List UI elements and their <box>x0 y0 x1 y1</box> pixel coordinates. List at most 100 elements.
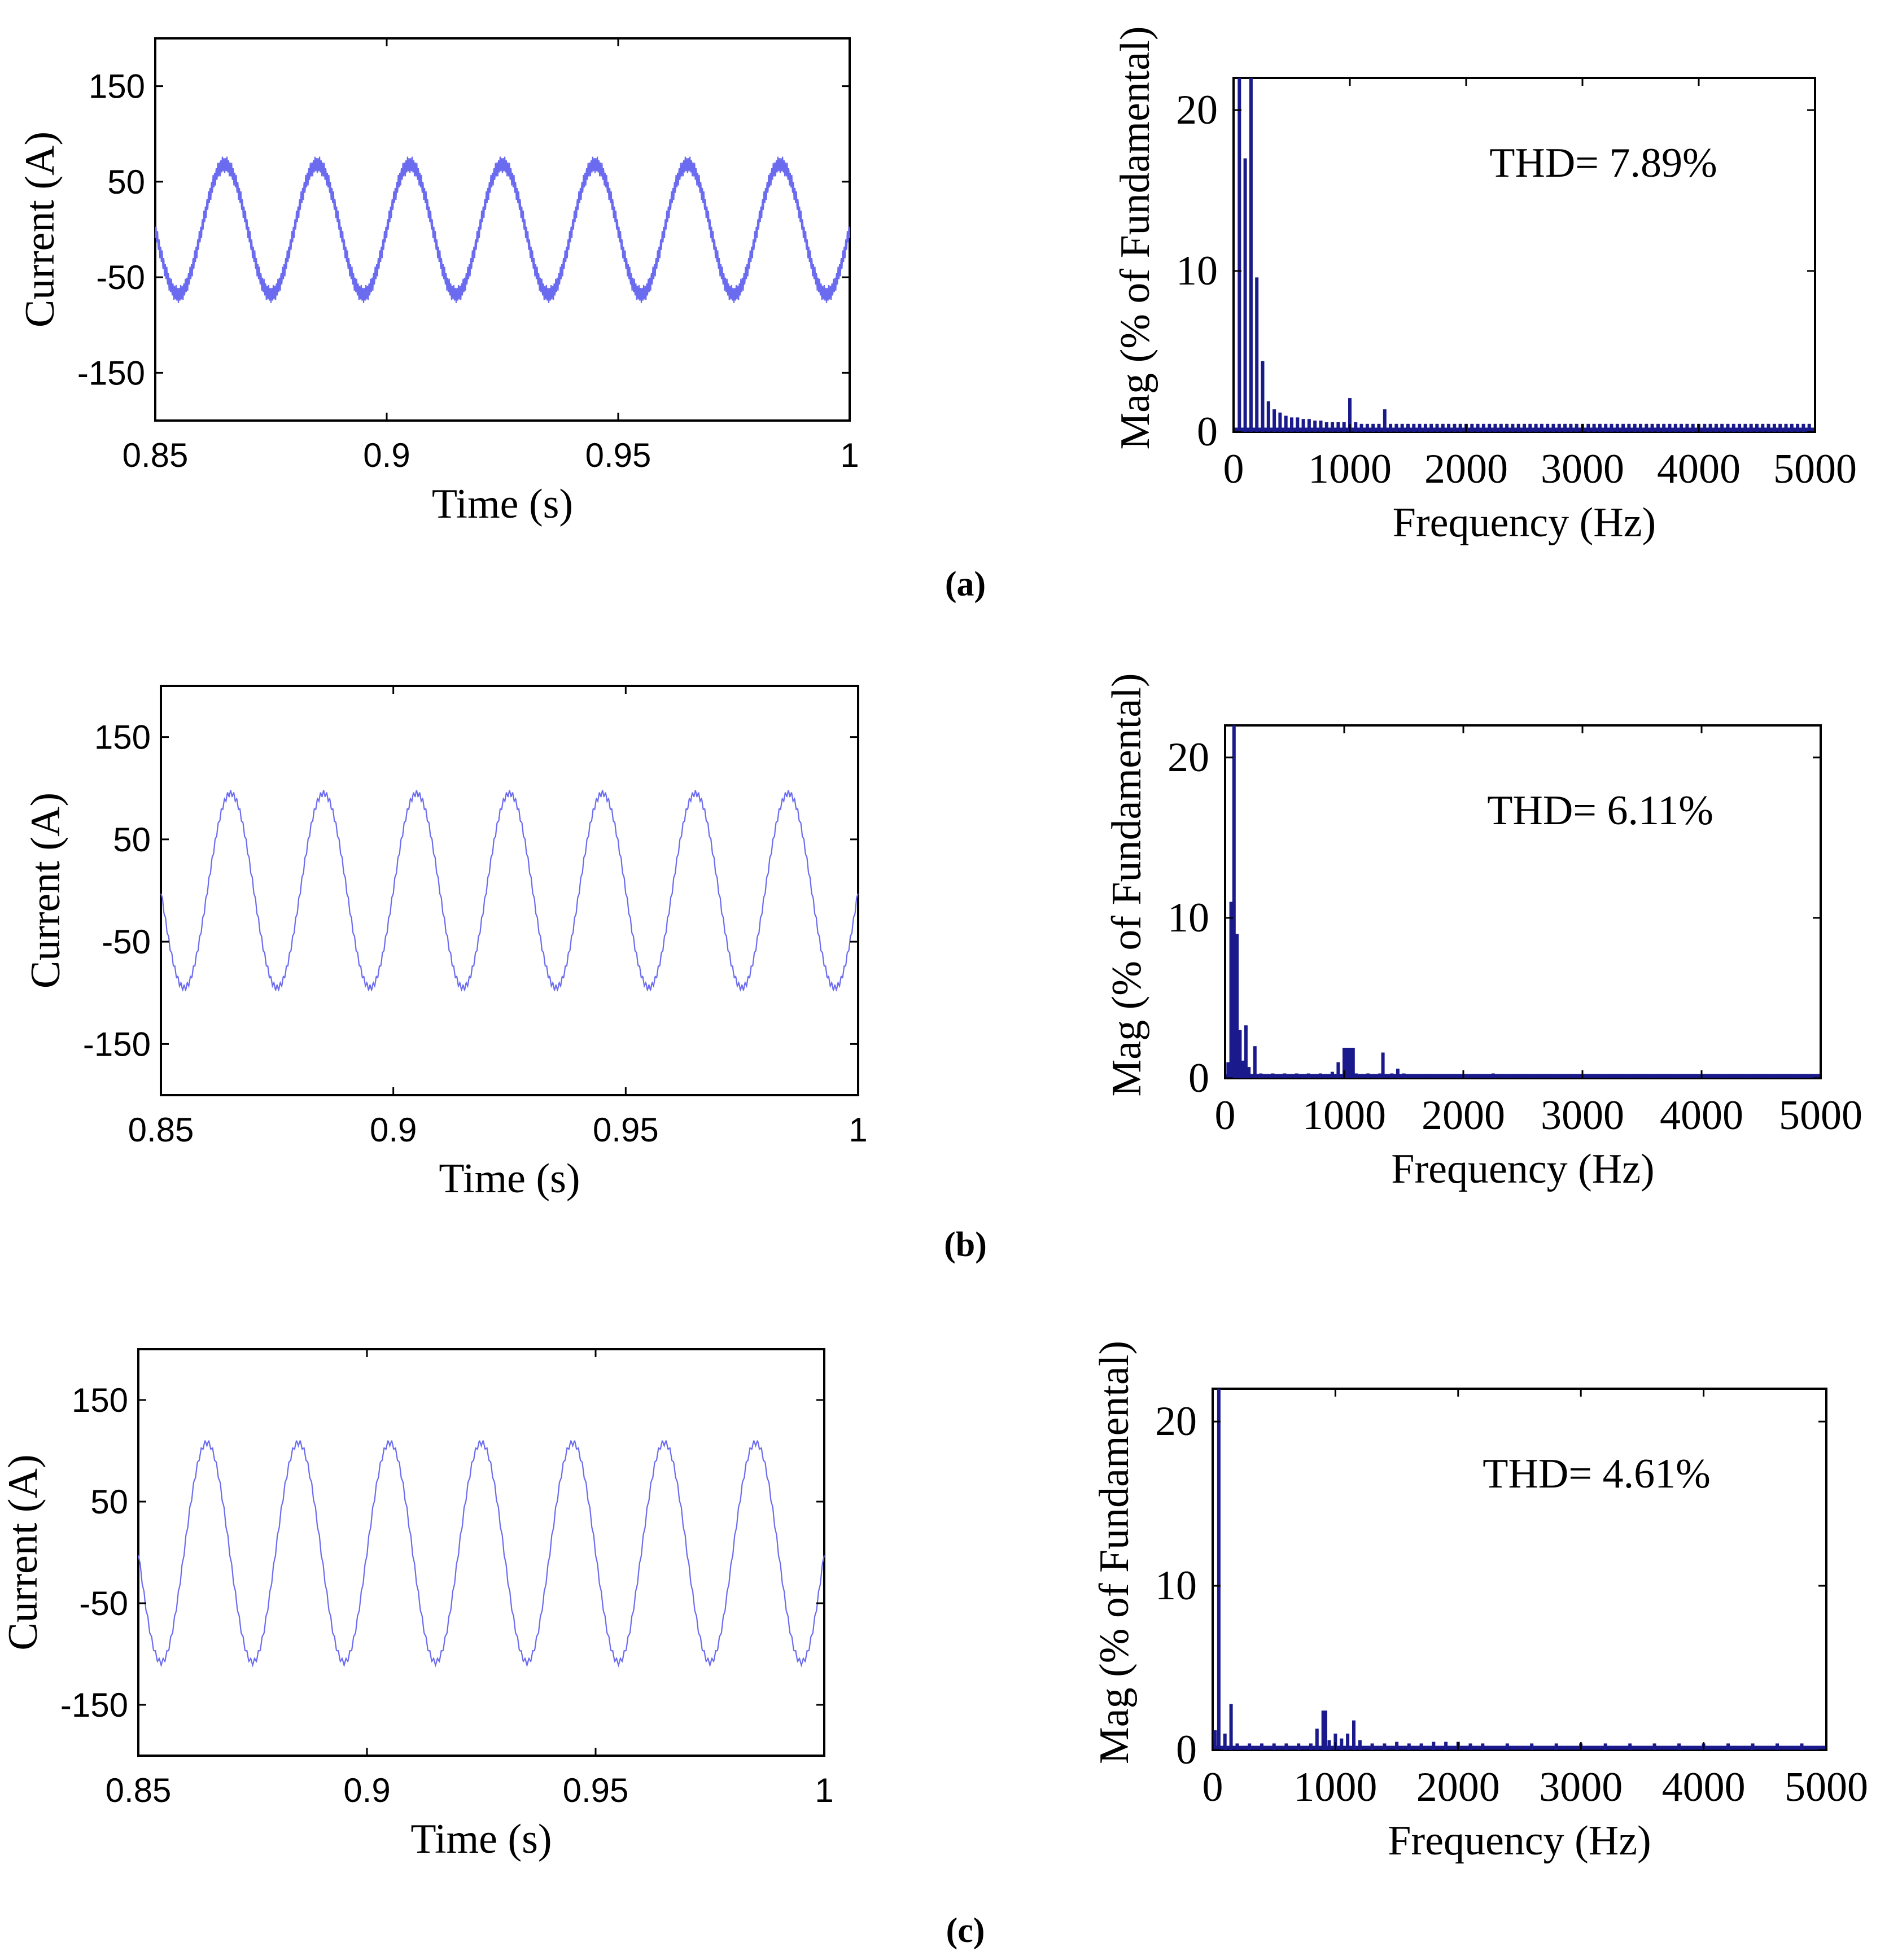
panel-b-time-ytick-label: 50 <box>113 821 151 859</box>
panel-b-spectrum-frame <box>1224 724 1822 1079</box>
panel-c-spectrum-ylabel: Mag (% of Fundamental) <box>1091 1341 1138 1764</box>
panel-c-harmonic-bar <box>1315 1729 1319 1750</box>
panel-a-harmonic-bar <box>1784 423 1788 432</box>
panel-a-harmonic-bar <box>1720 423 1724 432</box>
panel-a-harmonic-bar <box>1266 401 1270 432</box>
panel-b-spectrum-xtick-label: 3000 <box>1541 1092 1624 1139</box>
panel-a-harmonic-bar <box>1645 423 1648 432</box>
panel-a-spectrum-xtick-label: 0 <box>1223 446 1244 492</box>
panel-a-harmonic-bar <box>1807 423 1811 432</box>
panel-b-label: (b) <box>944 1226 987 1264</box>
panel-b-spectrum-ylabel: Mag (% of Fundamental) <box>1104 673 1150 1096</box>
panel-a-harmonic-bar <box>1505 423 1509 432</box>
panel-c-harmonic-bar <box>1217 1389 1221 1750</box>
panel-a-harmonic-bar <box>1406 423 1410 432</box>
panel-b-harmonic-bar <box>1533 1075 1537 1078</box>
panel-a-harmonic-bar <box>1400 423 1404 432</box>
panel-b-harmonic-bar <box>1402 1073 1406 1078</box>
panel-a-harmonic-bar <box>1488 423 1492 432</box>
panel-a-harmonic-bar <box>1301 419 1305 432</box>
panel-a-harmonic-bar <box>1656 423 1660 432</box>
panel-a-spectrum-plot: 0 1000 2000 3000 4000 5000 0 10 20 Frequency (Hz)… <box>1112 26 1857 546</box>
panel-b-time-ytick-label: -50 <box>102 923 151 961</box>
panel-c-harmonic-bar <box>1370 1743 1374 1750</box>
panel-a-harmonic-bar <box>1493 423 1497 432</box>
panel-c-spectrum-ytick-label: 0 <box>1176 1727 1197 1773</box>
panel-a-harmonic-bar <box>1342 422 1346 432</box>
panel-a-harmonic-bar <box>1534 423 1538 432</box>
panel-a-harmonic-bar <box>1359 423 1363 432</box>
panel-b-time-ytick-label: 150 <box>94 719 151 756</box>
panel-b-harmonic-bar <box>1396 1069 1400 1078</box>
panel-b-harmonic-bar <box>1381 1052 1385 1078</box>
panel-c-harmonic-bar <box>1726 1743 1730 1750</box>
panel-b-harmonic-bar <box>1652 1075 1656 1078</box>
panel-c-harmonic-bar <box>1383 1743 1387 1750</box>
panel-a-harmonic-bar <box>1435 423 1439 432</box>
panel-b-harmonic-bar <box>1491 1073 1495 1078</box>
panel-a-harmonic-bar <box>1662 423 1666 432</box>
panel-a-harmonic-bar <box>1569 423 1573 432</box>
panel-a-harmonic-bar <box>1383 409 1387 432</box>
panel-a-harmonic-bar <box>1685 423 1689 432</box>
panel-b-time-xtick-label: 0.95 <box>593 1111 659 1149</box>
panel-b-harmonic-bar <box>1676 1075 1680 1078</box>
panel-c-harmonic-bar <box>1751 1743 1755 1750</box>
panel-a-harmonic-bar <box>1639 423 1642 432</box>
panel-b-spectrum-xtick-label: 2000 <box>1422 1092 1505 1139</box>
panel-a-harmonic-bar <box>1261 361 1265 432</box>
panel-c-harmonic-bar <box>1284 1743 1288 1750</box>
panel-a-spectrum-xtick-label: 3000 <box>1541 446 1624 492</box>
panel-b-time-ytick-label: -150 <box>83 1025 151 1063</box>
panel-c-time-xtick-label: 0.85 <box>106 1771 172 1809</box>
panel-b-time-xlabel: Time (s) <box>439 1156 580 1202</box>
panel-c-time-xlabel: Time (s) <box>410 1816 552 1862</box>
panel-c-harmonic-bar <box>1432 1742 1436 1750</box>
panel-b-harmonic-bar <box>1295 1073 1298 1078</box>
panel-a-harmonic-bar <box>1528 423 1532 432</box>
panel-a-time-plot: 0.85 0.9 0.95 1 150 50 -50 -150 Time (s) Current … <box>17 37 859 527</box>
panel-b-harmonic-bar <box>1232 725 1236 1078</box>
panel-c-time-xtick-label: 0.95 <box>563 1771 629 1809</box>
panel-b-harmonic-bar <box>1259 1073 1263 1078</box>
panel-a-harmonic-bar <box>1284 415 1288 432</box>
panel-a-harmonic-bar <box>1476 423 1480 432</box>
panel-a-harmonic-bar <box>1319 421 1323 432</box>
panel-c-harmonic-bar <box>1309 1743 1313 1750</box>
panel-c-harmonic-bar <box>1358 1740 1362 1750</box>
panel-b-harmonic-bar <box>1747 1075 1751 1078</box>
panel-c-harmonic-bar <box>1272 1743 1276 1750</box>
panel-a-harmonic-bar <box>1592 423 1596 432</box>
panel-a-harmonic-bar <box>1691 423 1695 432</box>
panel-a-harmonic-bar <box>1738 423 1742 432</box>
panel-a-harmonic-bar <box>1766 423 1770 432</box>
panel-c-current-trace <box>137 1440 825 1668</box>
panel-b-harmonic-bar <box>1348 1048 1352 1078</box>
panel-a-harmonic-bar <box>1481 423 1485 432</box>
panel-a-harmonic-bar <box>1313 421 1317 432</box>
panel-a-harmonic-bar <box>1708 423 1712 432</box>
panel-a-harmonic-bar <box>1703 423 1707 432</box>
panel-a-spectrum-xtick-label: 1000 <box>1308 446 1392 492</box>
panel-b-harmonic-bar <box>1306 1073 1310 1078</box>
panel-a-harmonic-bar <box>1453 423 1457 432</box>
panel-b-harmonic-bar <box>1628 1075 1632 1078</box>
panel-b-harmonic-bar <box>1235 934 1239 1078</box>
panel-a-harmonic-bar <box>1377 423 1381 432</box>
panel-a-time-xtick-label: 0.85 <box>123 436 189 474</box>
panel-a-harmonic-bar <box>1447 423 1451 432</box>
panel-a-harmonic-bar <box>1563 423 1567 432</box>
panel-a-harmonic-bar <box>1516 423 1520 432</box>
panel-b-harmonic-bar <box>1795 1075 1799 1078</box>
panel-b-spectrum-xtick-label: 5000 <box>1779 1092 1862 1139</box>
panel-c-time-xtick-label: 0.9 <box>343 1771 390 1809</box>
panel-c-spectrum-xtick-label: 1000 <box>1293 1764 1377 1810</box>
panel-a-spectrum-ytick-label: 0 <box>1197 409 1218 455</box>
panel-b-time-ylabel: Current (A) <box>23 793 69 988</box>
panel-a-harmonic-bar <box>1499 423 1503 432</box>
panel-a-spectrum-ylabel: Mag (% of Fundamental) <box>1112 26 1158 449</box>
panel-b-harmonic-bar <box>1336 1062 1340 1078</box>
panel-a-time-xtick-label: 1 <box>840 436 859 474</box>
panel-a-harmonic-bar <box>1429 423 1433 432</box>
